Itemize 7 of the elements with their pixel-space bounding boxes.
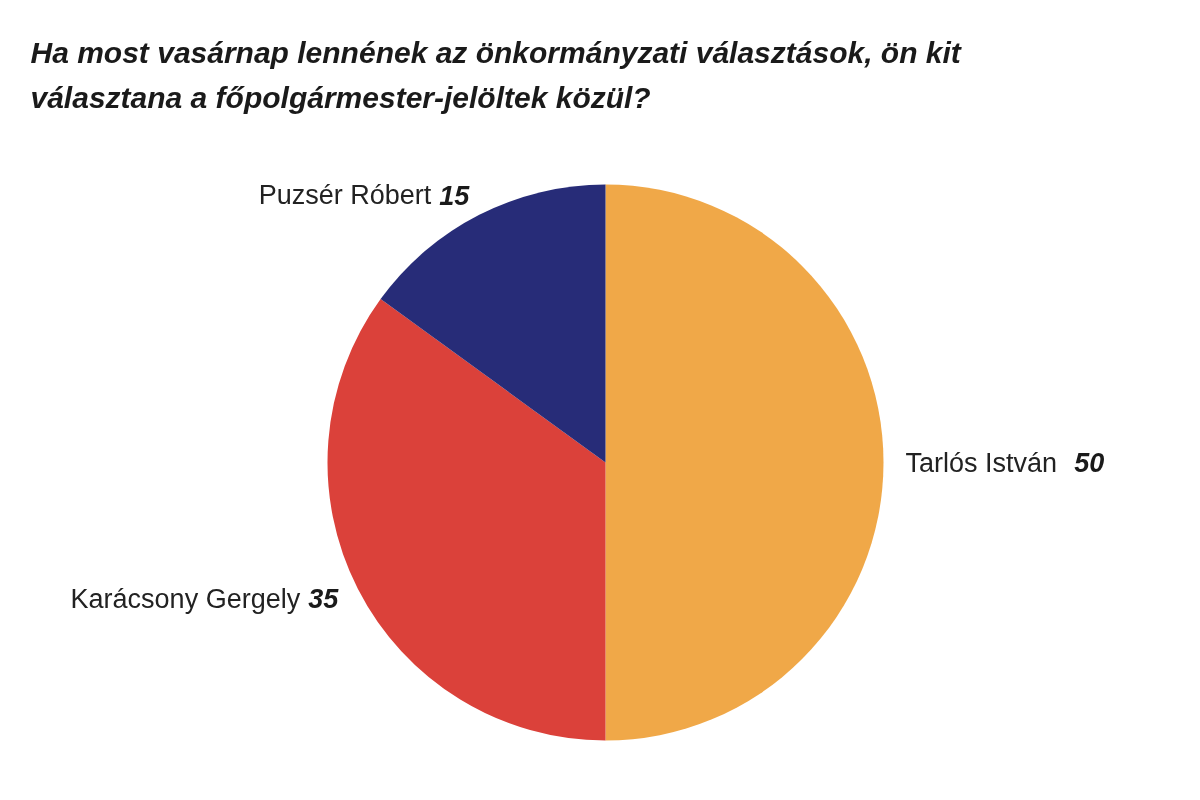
slice-label: Puzsér Róbert <box>258 180 432 211</box>
chart-title: Ha most vasárnap lennének az önkormányzati választások, ön kit választana a főpolgármester-jelöltek közül? <box>30 36 963 114</box>
slice-label: Tarlós István <box>905 447 1058 478</box>
data-label: 50 <box>1074 448 1105 478</box>
data-label: 15 <box>439 180 471 211</box>
data-label: 35 <box>308 584 340 615</box>
slice-label: Karácsony Gergely <box>70 583 301 614</box>
